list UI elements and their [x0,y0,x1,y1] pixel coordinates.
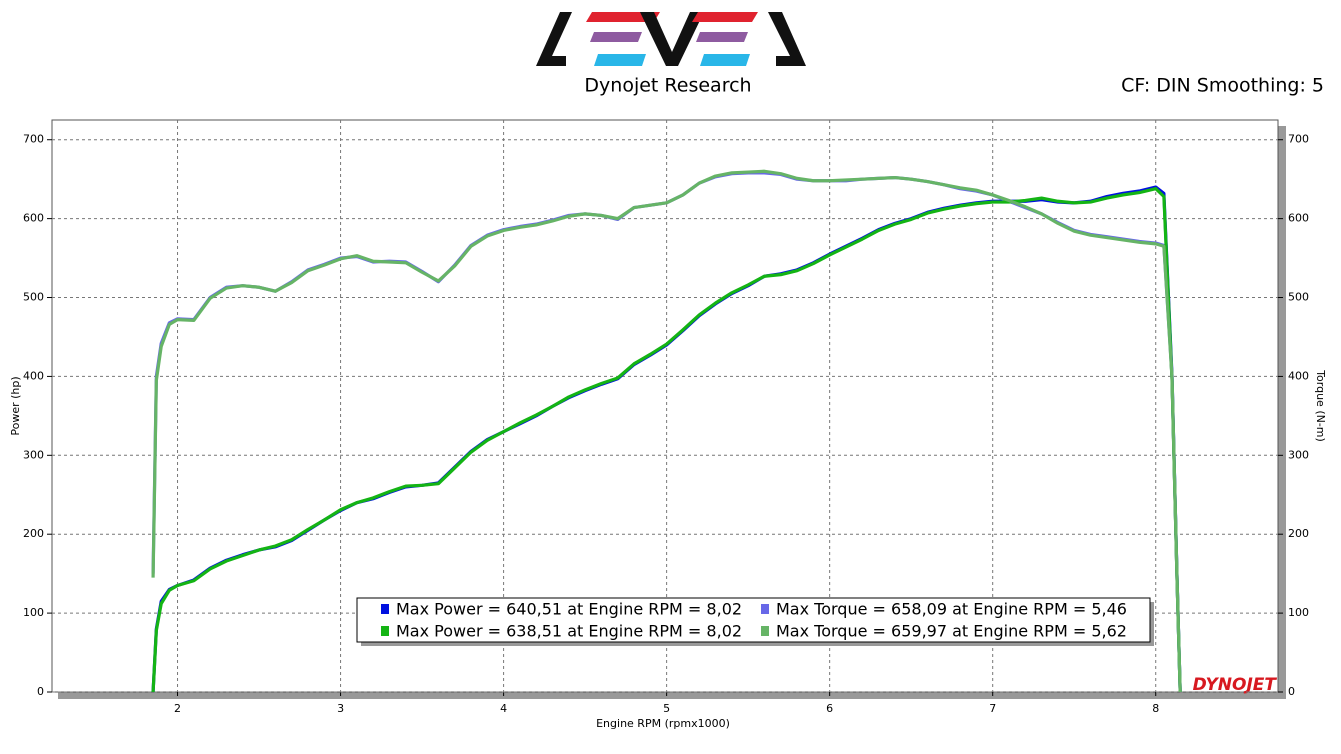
watermark: DYNOJET [1193,675,1278,695]
frame-shadow [58,692,1286,699]
brand: Dynojet Research [584,75,751,97]
legend-swatch [761,604,769,614]
legend-label: Max Power = 640,51 at Engine RPM = 8,02 [396,600,742,619]
y2-tick-label: 600 [1288,212,1309,225]
y2-axis-label: Torque (N-m) [1314,369,1327,442]
y-axis-label: Power (hp) [9,376,22,435]
x-tick-label: 4 [500,702,507,715]
y2-tick-label: 0 [1288,685,1295,698]
series-line [151,187,1182,693]
logo-v [640,12,704,66]
legend-swatch [381,626,389,636]
x-axis-label: Engine RPM (rpmx1000) [596,717,730,730]
legend-swatch [381,604,389,614]
logo-bar [700,54,750,66]
logo-bar [696,32,748,42]
logo-l [536,12,572,66]
y-tick-label: 300 [23,448,44,461]
logo-l [768,12,806,66]
x-tick-label: 3 [337,702,344,715]
logo-bar [692,12,758,22]
y2-tick-label: 100 [1288,606,1309,619]
y-tick-label: 0 [37,685,44,698]
y2-tick-label: 300 [1288,448,1309,461]
y-tick-label: 400 [23,369,44,382]
legend-label: Max Torque = 658,09 at Engine RPM = 5,46 [776,600,1127,619]
y-tick-label: 600 [23,212,44,225]
y-tick-label: 700 [23,133,44,146]
y2-tick-label: 200 [1288,527,1309,540]
logo [536,12,806,66]
y-tick-label: 200 [23,527,44,540]
y2-tick-label: 500 [1288,291,1309,304]
legend-swatch [761,626,769,636]
x-tick-label: 5 [663,702,670,715]
x-tick-label: 8 [1152,702,1159,715]
plot-area [51,119,1279,693]
x-tick-label: 2 [174,702,181,715]
series-line [151,169,1182,693]
y2-tick-label: 700 [1288,133,1309,146]
logo-bar [594,54,646,66]
settings: CF: DIN Smoothing: 5 [1121,75,1324,97]
y-tick-label: 500 [23,291,44,304]
x-tick-label: 6 [826,702,833,715]
logo-bar [590,32,642,42]
legend-label: Max Power = 638,51 at Engine RPM = 8,02 [396,622,742,641]
legend [356,597,1151,643]
x-tick-label: 7 [989,702,996,715]
legend-label: Max Torque = 659,97 at Engine RPM = 5,62 [776,622,1127,641]
y2-tick-label: 400 [1288,369,1309,382]
y-tick-label: 100 [23,606,44,619]
frame-shadow [1278,126,1286,699]
